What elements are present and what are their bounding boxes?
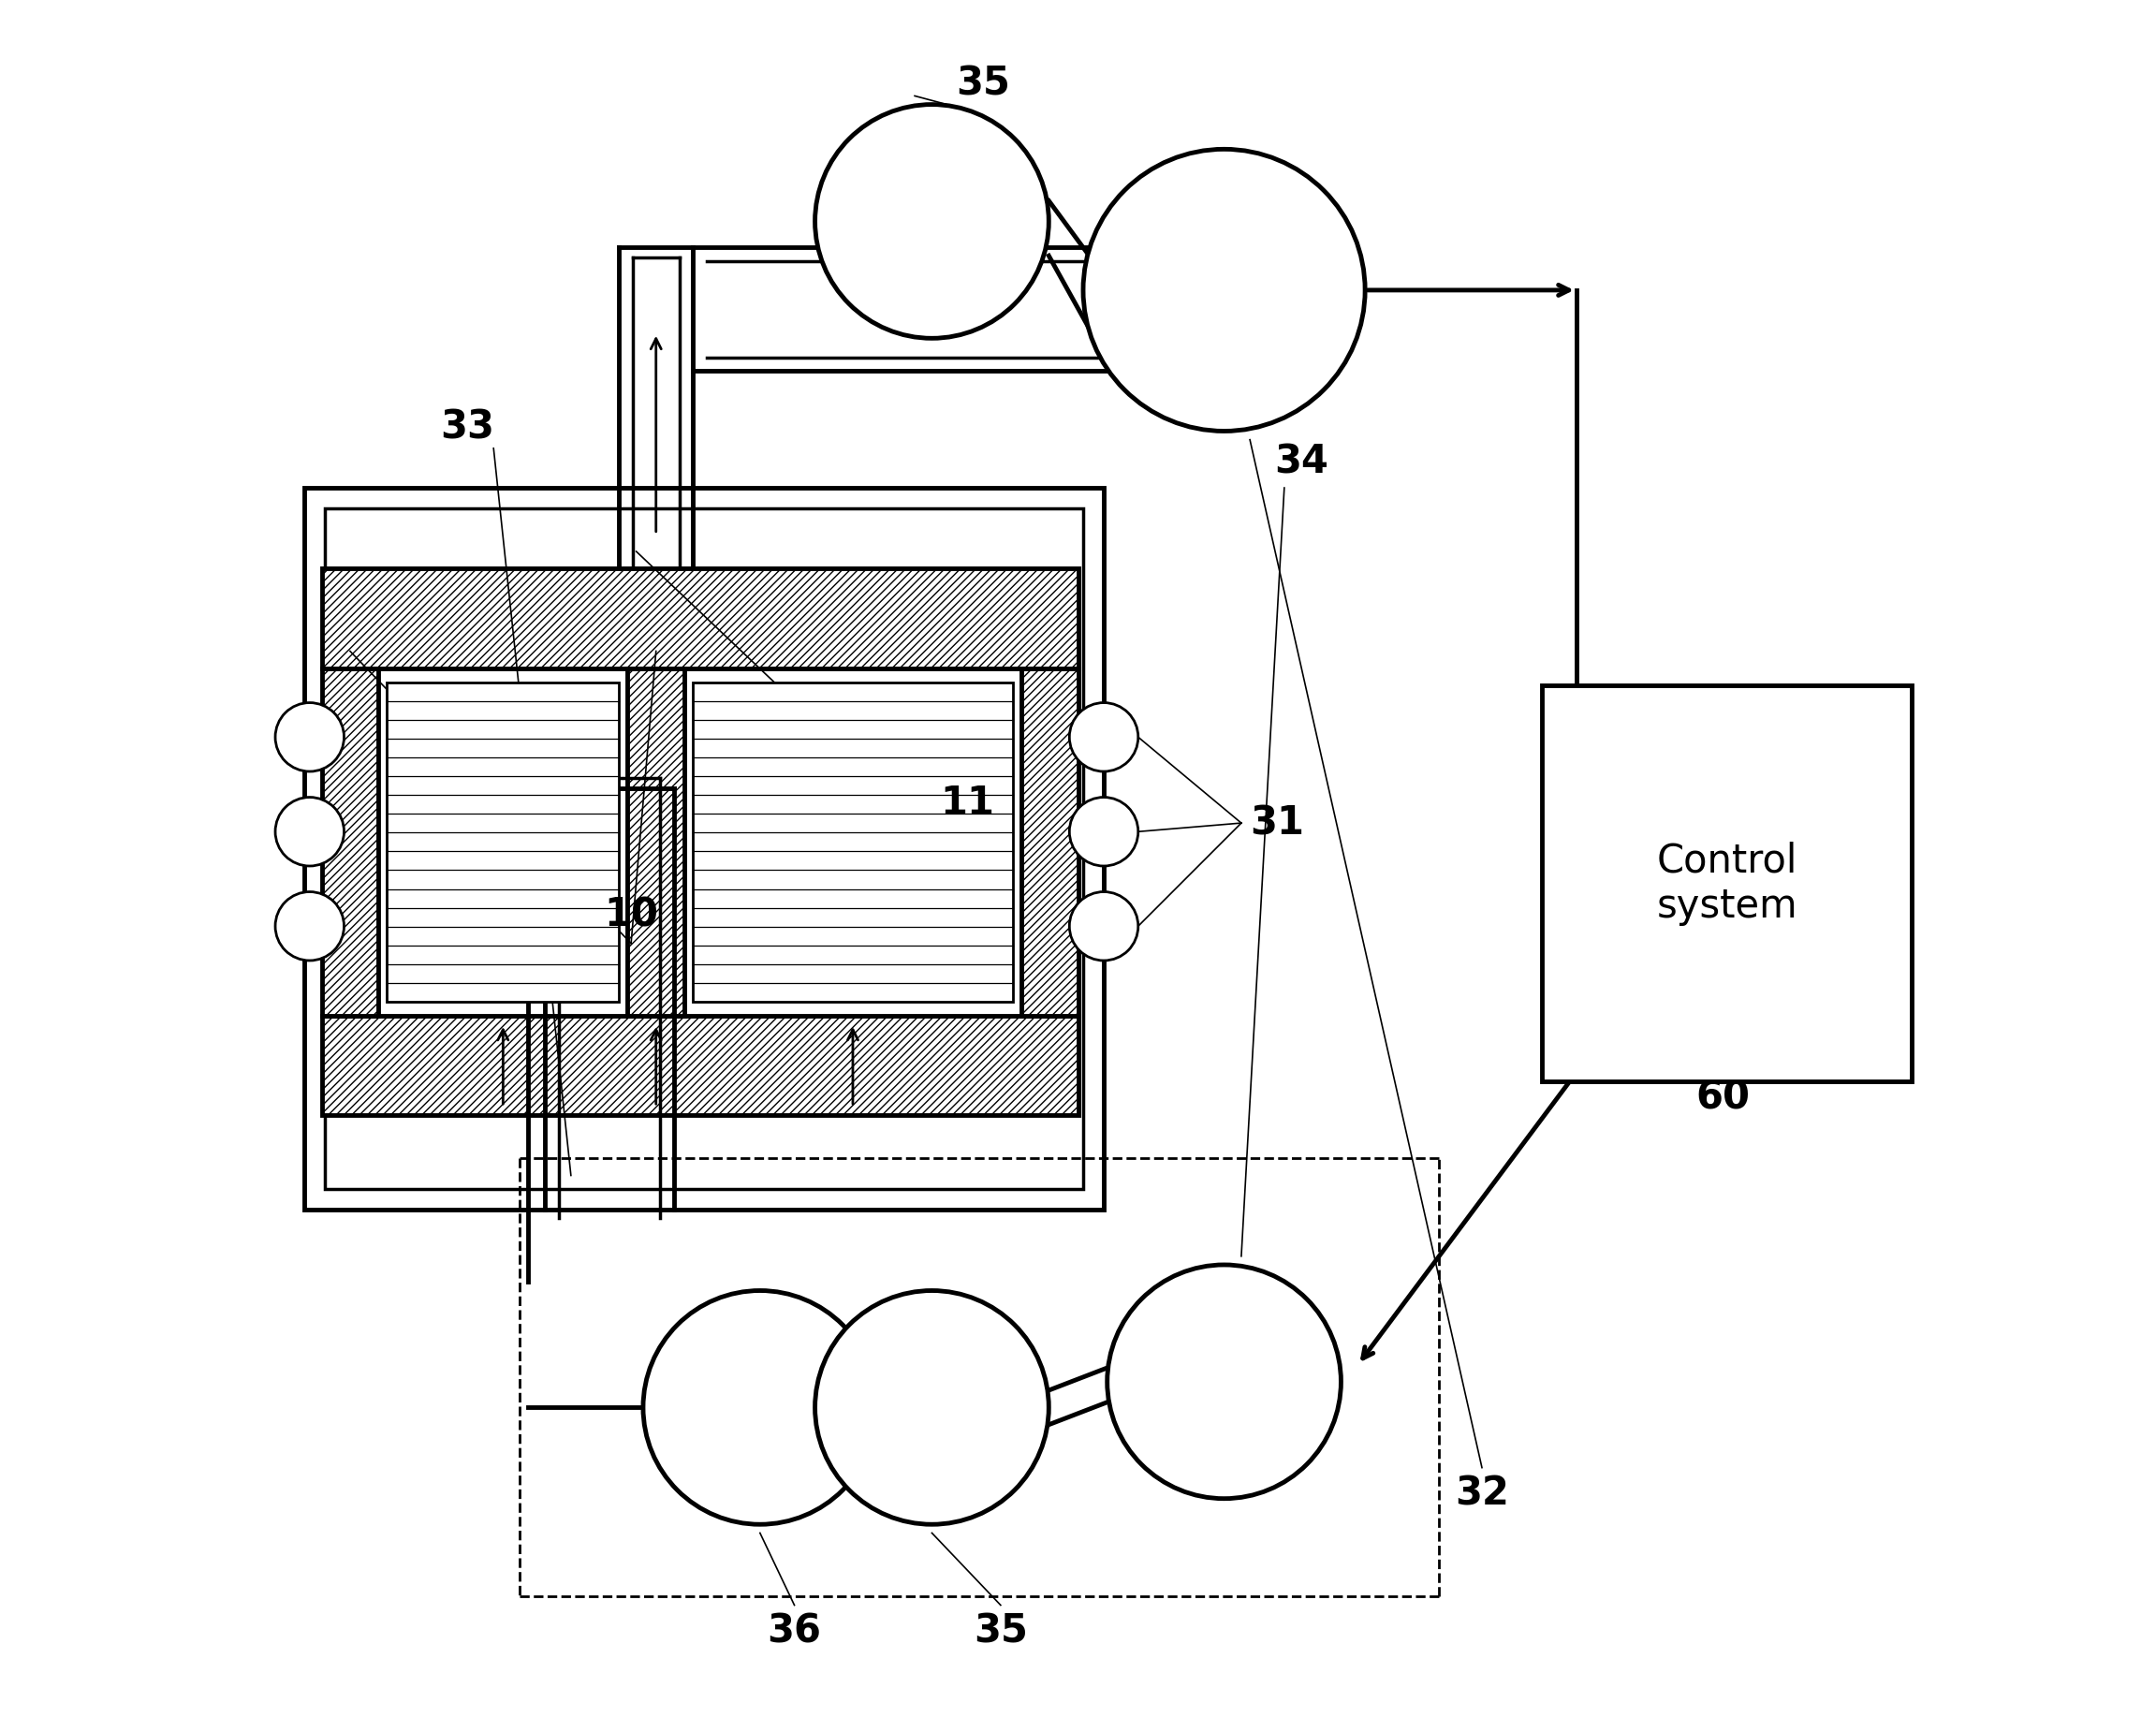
Circle shape — [815, 104, 1048, 338]
Bar — [321, 1015, 1078, 1115]
Text: 32: 32 — [1455, 1474, 1509, 1514]
Bar — [692, 682, 1013, 1001]
Text: 35: 35 — [957, 64, 1011, 104]
Text: 11: 11 — [940, 783, 994, 823]
Bar — [1542, 686, 1912, 1081]
Bar — [627, 669, 683, 1015]
Circle shape — [1069, 892, 1138, 961]
Text: 33: 33 — [440, 409, 496, 447]
Circle shape — [276, 703, 345, 771]
Bar — [321, 1015, 1078, 1115]
Circle shape — [1069, 797, 1138, 866]
Text: 36: 36 — [768, 1611, 821, 1651]
Bar — [321, 669, 379, 1015]
Circle shape — [815, 1290, 1048, 1524]
Bar — [326, 509, 1082, 1190]
Circle shape — [1108, 1264, 1341, 1498]
Bar — [321, 568, 1078, 669]
Circle shape — [642, 1290, 877, 1524]
Bar — [321, 669, 379, 1015]
Circle shape — [276, 797, 345, 866]
Text: 10: 10 — [604, 895, 658, 935]
Bar — [304, 488, 1104, 1209]
Bar — [1022, 669, 1078, 1015]
Bar — [386, 682, 619, 1001]
Text: 35: 35 — [975, 1611, 1028, 1651]
Text: 31: 31 — [1250, 804, 1304, 843]
Text: Control
system: Control system — [1656, 840, 1798, 925]
Bar — [1022, 669, 1078, 1015]
Bar — [321, 568, 1078, 669]
Text: 34: 34 — [1274, 442, 1328, 481]
Bar — [627, 669, 683, 1015]
Circle shape — [276, 892, 345, 961]
Circle shape — [1069, 703, 1138, 771]
Text: 60: 60 — [1695, 1079, 1751, 1117]
Circle shape — [1082, 149, 1365, 431]
